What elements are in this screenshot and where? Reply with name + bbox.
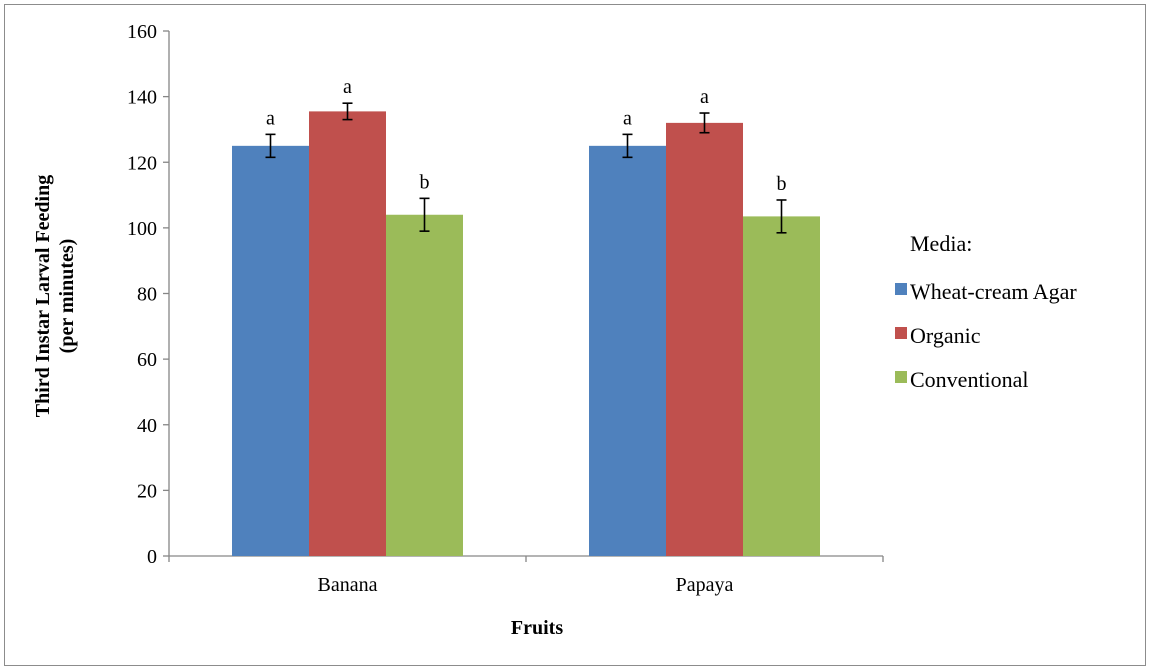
bar	[589, 145, 666, 556]
bar	[743, 216, 820, 556]
significance-letter: a	[343, 76, 352, 98]
significance-letter: a	[623, 107, 632, 129]
significance-letter: b	[777, 173, 787, 195]
legend-label: Conventional	[910, 367, 1029, 392]
x-tick-label: Banana	[318, 574, 378, 596]
legend-items: Wheat-cream Agar Organic Conventional	[895, 279, 1077, 392]
plot-area: 0 20 40 60 80 100 120 140 160 Banana a a b Papaya a a b	[127, 21, 884, 596]
y-tick-label: 60	[137, 349, 157, 371]
y-tick-label: 120	[127, 152, 157, 174]
y-tick-label: 160	[127, 21, 157, 43]
x-tick-label: Papaya	[676, 574, 734, 596]
y-tick-label: 100	[127, 218, 157, 240]
y-axis-title: Third Instar Larval Feeding (per minutes…	[32, 175, 78, 417]
y-tick-label: 40	[137, 415, 157, 437]
y-tick-label: 140	[127, 87, 157, 109]
y-tick-label: 0	[147, 546, 157, 568]
bar	[386, 214, 463, 556]
significance-letter: a	[700, 86, 709, 108]
legend: Media: Wheat-cream Agar Organic Convention…	[895, 231, 1077, 392]
legend-label: Wheat-cream Agar	[910, 279, 1077, 304]
y-tick-label: 80	[137, 284, 157, 306]
y-tick-label: 20	[137, 480, 157, 502]
legend-label: Organic	[910, 323, 981, 348]
y-axis-title-line-2: (per minutes)	[56, 239, 78, 354]
legend-swatch	[895, 327, 907, 339]
y-axis-title-line-1: Third Instar Larval Feeding	[32, 175, 54, 417]
legend-swatch	[895, 371, 907, 383]
significance-letter: a	[266, 107, 275, 129]
legend-title: Media:	[910, 231, 972, 256]
x-axis-title: Fruits	[511, 617, 563, 639]
bar	[232, 145, 309, 556]
bar	[309, 111, 386, 556]
significance-letter: b	[420, 171, 430, 193]
legend-swatch	[895, 283, 907, 295]
bar	[666, 122, 743, 556]
